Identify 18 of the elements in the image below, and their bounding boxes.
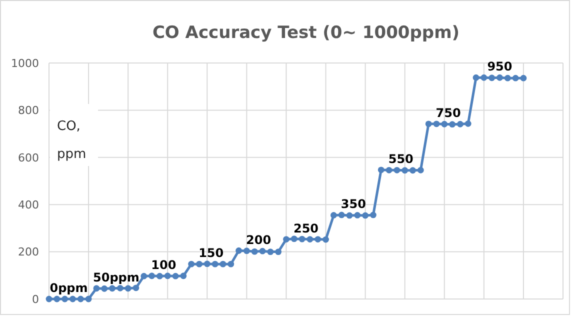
annotation: 100 — [151, 258, 176, 272]
annotation: 150 — [198, 246, 224, 260]
annotation: 950 — [487, 60, 512, 74]
y-tick-label: 400 — [18, 198, 39, 212]
y-axis-title: CO, ppm — [57, 119, 86, 162]
y-tick-label: 600 — [18, 151, 39, 164]
chart-title: CO Accuracy Test (0~ 1000ppm) — [152, 23, 460, 43]
y-tick-label: 0 — [32, 292, 39, 306]
annotation: 200 — [246, 233, 272, 248]
annotation: 550 — [388, 152, 414, 166]
y-tick-label: 1000 — [11, 56, 39, 70]
annotation: 50ppm — [93, 270, 140, 284]
y-tick-label: 200 — [18, 246, 39, 259]
annotation: 0ppm — [50, 281, 88, 295]
y-tick-label: 800 — [18, 104, 39, 118]
annotation: 250 — [293, 221, 319, 236]
annotation: 750 — [436, 106, 461, 120]
annotation: 350 — [340, 197, 366, 212]
